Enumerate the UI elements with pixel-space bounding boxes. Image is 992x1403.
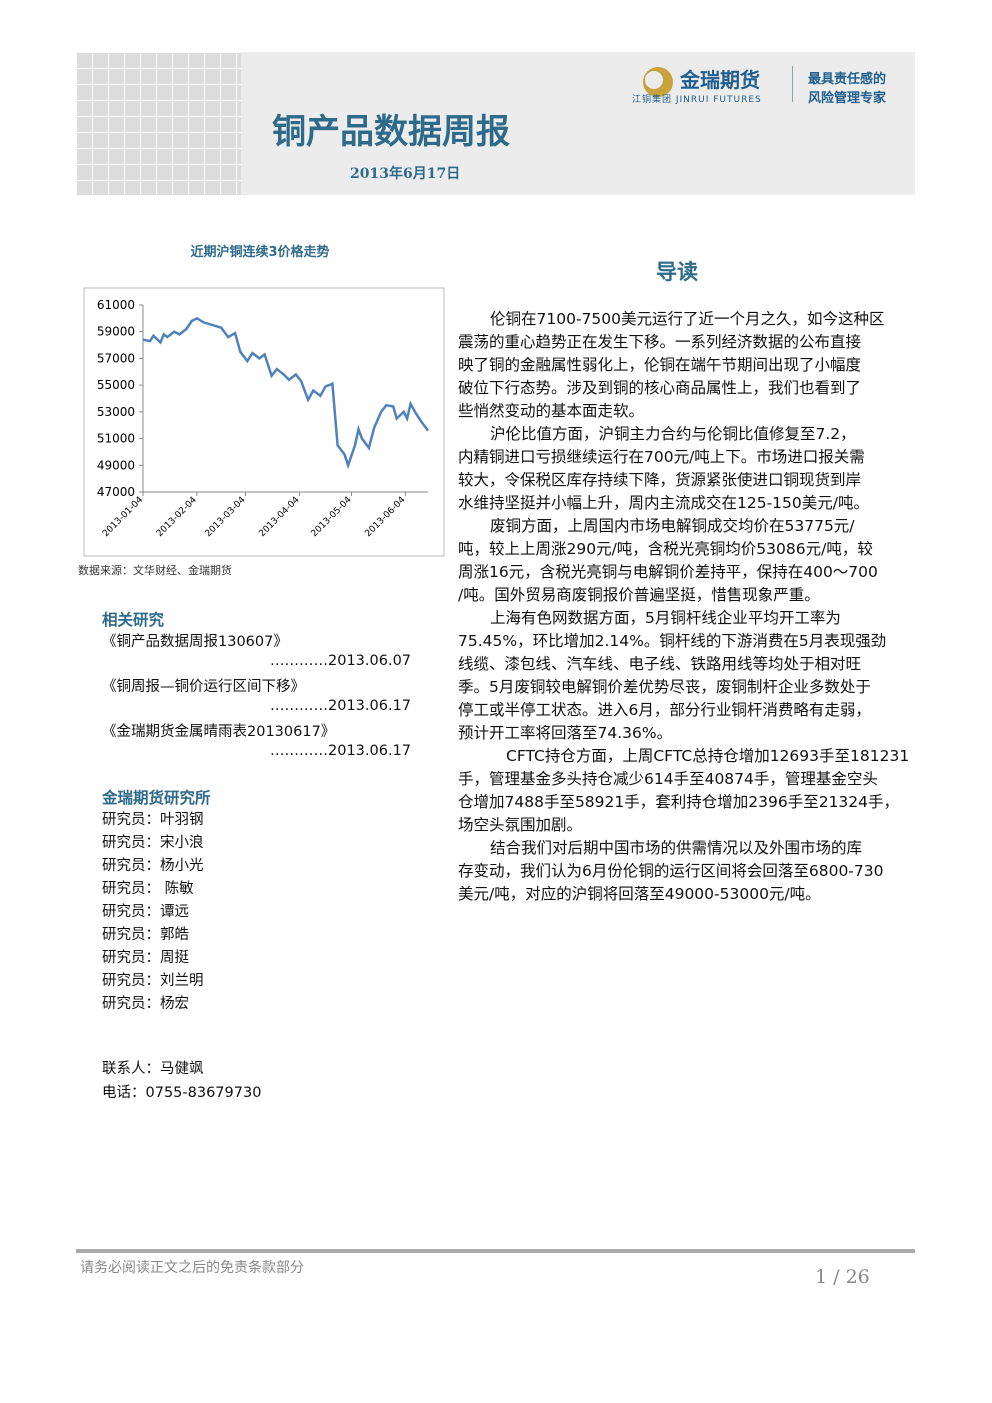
intro-line: 预计开工率将回落至74.36%。	[458, 724, 673, 742]
intro-line: 破位下行态势。涉及到铜的核心商品属性上，我们也看到了	[458, 379, 862, 397]
related-date: …………2013.06.17	[270, 743, 412, 759]
intro-line: 废铜方面，上周国内市场电解铜成交均价在53775元/	[490, 517, 855, 535]
intro-line: 吨，较上上周涨290元/吨，含税光亮铜均价53086元/吨，较	[458, 540, 873, 558]
related-date: …………2013.06.07	[270, 653, 412, 669]
researcher: 研究员：杨小光	[102, 858, 204, 874]
header-pattern	[76, 52, 241, 195]
related-title: 《铜周报—铜价运行区间下移》	[102, 679, 305, 695]
x-tick-label: 2013-03-04	[204, 495, 248, 539]
related-title: 《金瑞期货金属晴雨表20130617》	[102, 724, 336, 740]
researcher: 研究员： 陈敏	[102, 881, 194, 897]
report-title: 铜产品数据周报	[272, 112, 510, 152]
related-date: …………2013.06.17	[270, 698, 412, 714]
x-tick-label: 2013-05-04	[310, 495, 354, 539]
intro-line: 震荡的重心趋势正在发生下移。一系列经济数据的公布直接	[458, 333, 862, 351]
intro-line: 较大，令保税区库存持续下降，货源紧张使进口铜现货到岸	[458, 471, 862, 489]
intro-heading: 导读	[656, 259, 698, 284]
intro-line: 75.45%，环比增加2.14%。铜杆线的下游消费在5月表现强劲	[458, 632, 887, 650]
chart-title: 近期沪铜连续3价格走势	[190, 244, 329, 260]
x-tick-label: 2013-04-04	[257, 495, 301, 539]
intro-line: 水维持坚挺并小幅上升，周内主流成交在125-150美元/吨。	[458, 494, 869, 512]
y-tick-label: 61000	[97, 298, 135, 312]
intro-line: 些悄然变动的基本面走软。	[458, 402, 645, 420]
intro-line: 周涨16元，含税光亮铜与电解铜价差持平，保持在400～700	[458, 563, 878, 581]
y-tick-label: 53000	[97, 405, 135, 419]
researcher: 研究员：叶羽钢	[102, 812, 204, 828]
contact-phone: 电话：0755-83679730	[102, 1085, 262, 1101]
chart-frame	[83, 287, 445, 557]
logo-icon	[643, 67, 673, 97]
y-tick-label: 55000	[97, 378, 135, 392]
intro-line: 停工或半停工状态。进入6月，部分行业铜杆消费略有走弱，	[458, 701, 871, 719]
report-date: 2013年6月17日	[350, 166, 461, 182]
intro-line: CFTC持仓方面，上周CFTC总持仓增加12693手至181231	[506, 747, 910, 765]
intro-line: 映了铜的金融属性弱化上，伦铜在端午节期间出现了小幅度	[458, 356, 862, 374]
price-line	[142, 316, 430, 470]
footer-rule	[76, 1249, 915, 1253]
y-tick-label: 49000	[97, 458, 135, 472]
contact-person: 联系人：马健飒	[102, 1061, 204, 1077]
intro-line: 伦铜在7100-7500美元运行了近一个月之久，如今这种区	[490, 310, 885, 328]
y-tick-label: 51000	[97, 432, 135, 446]
disclaimer: 请务必阅读正文之后的免责条款部分	[80, 1260, 304, 1276]
intro-line: /吨。国外贸易商废铜报价普遍坚挺，惜售现象严重。	[458, 586, 820, 604]
y-tick-label: 59000	[97, 325, 135, 339]
section-heading: 相关研究	[102, 611, 165, 629]
intro-line: 上海有色网数据方面，5月铜杆线企业平均开工率为	[490, 609, 841, 627]
x-tick-label: 2013-06-04	[363, 495, 407, 539]
researcher: 研究员：周挺	[102, 950, 189, 966]
intro-line: 美元/吨，对应的沪铜将回落至49000-53000元/吨。	[458, 885, 821, 903]
researcher: 研究员：宋小浪	[102, 835, 204, 851]
x-tick-label: 2013-02-04	[155, 495, 199, 539]
header	[76, 52, 915, 195]
chart: 近期沪铜连续3价格走势 47000 49000 51000 53000 55000 570…	[83, 244, 445, 557]
logo-sub: 江铜集团 JINRUI FUTURES	[632, 95, 762, 105]
intro-line: 场空头氛围加剧。	[458, 816, 583, 834]
intro-line: 沪伦比值方面，沪铜主力合约与伦铜比值修复至7.2，	[490, 425, 856, 443]
y-tick-label: 47000	[97, 485, 135, 499]
intro-line: 线缆、漆包线、汽车线、电子线、铁路用线等均处于相对旺	[458, 655, 862, 673]
logo-text: 金瑞期货	[680, 68, 760, 92]
divider	[792, 66, 793, 102]
intro-line: 季。5月废铜较电解铜价差优势尽丧，废铜制杆企业多数处于	[458, 678, 871, 696]
intro-line: 仓增加7488手至58921手，套利持仓增加2396手至21324手，	[458, 793, 900, 811]
page-number: 1 / 26	[815, 1266, 870, 1288]
slogan: 风险管理专家	[808, 91, 887, 106]
chart-source: 数据来源：文华财经、金瑞期货	[78, 564, 232, 577]
researcher: 研究员：谭远	[102, 904, 189, 920]
section-heading: 金瑞期货研究所	[102, 789, 211, 807]
intro-line: 存变动，我们认为6月份伦铜的运行区间将会回落至6800-730	[458, 862, 884, 880]
intro-line: 内精铜进口亏损继续运行在700元/吨上下。市场进口报关需	[458, 448, 865, 466]
slogan: 最具责任感的	[808, 72, 887, 87]
intro-line: 手，管理基金多头持仓减少614手至40874手，管理基金空头	[458, 770, 878, 788]
intro-line: 结合我们对后期中国市场的供需情况以及外围市场的库	[490, 839, 863, 857]
researcher: 研究员：杨宏	[102, 996, 189, 1012]
researcher: 研究员：郭皓	[102, 927, 189, 943]
x-tick-label: 2013-01-04	[101, 495, 145, 539]
researcher: 研究员：刘兰明	[102, 973, 204, 989]
y-tick-label: 57000	[97, 351, 135, 365]
related-title: 《铜产品数据周报130607》	[102, 634, 288, 650]
